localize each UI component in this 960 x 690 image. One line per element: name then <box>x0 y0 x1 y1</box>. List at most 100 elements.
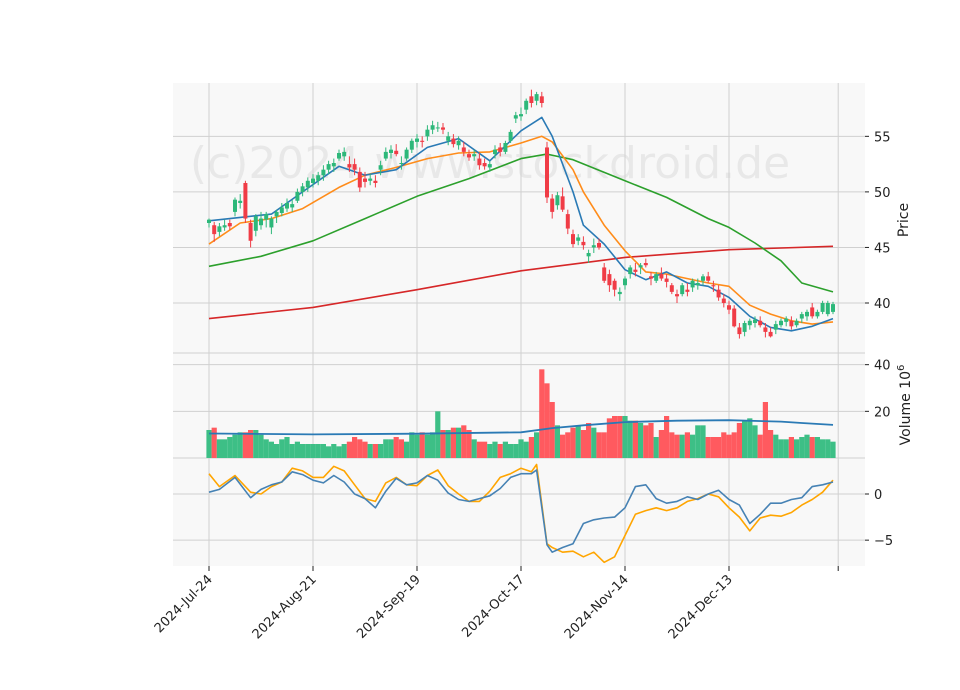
candle-body <box>534 94 539 101</box>
volume-bar <box>211 427 217 458</box>
candle-body <box>363 178 367 182</box>
volume-bar <box>830 441 836 458</box>
volume-bar <box>664 416 670 458</box>
candle <box>243 180 248 223</box>
candle-body <box>633 269 638 272</box>
ma-blue-line <box>208 116 834 332</box>
volume-bar <box>757 434 763 458</box>
candle-body <box>238 200 243 203</box>
candle-body <box>555 195 560 206</box>
candle-body <box>560 196 565 210</box>
candle <box>321 165 326 181</box>
volume-bar <box>612 416 618 458</box>
volume-bar <box>326 446 332 458</box>
volume-bar <box>222 439 228 458</box>
volume-bar <box>638 423 644 458</box>
candle-body <box>383 151 388 159</box>
candle-body <box>222 225 227 228</box>
candle <box>378 160 383 176</box>
candle-body <box>617 291 622 295</box>
candle-body <box>654 274 659 281</box>
candle <box>654 271 659 283</box>
volume-bar <box>799 437 805 458</box>
candle <box>446 131 451 146</box>
candle-body <box>472 154 477 157</box>
candle <box>742 320 747 337</box>
candle <box>394 144 399 157</box>
volume-bar <box>336 446 342 458</box>
volume-bar <box>284 437 290 458</box>
candle <box>311 174 315 188</box>
candle <box>519 107 523 121</box>
volume-bar <box>227 437 233 458</box>
candle-body <box>628 267 633 275</box>
candle <box>357 167 362 192</box>
volume-bar <box>424 434 430 458</box>
volume-bar <box>274 444 280 458</box>
volume-bar <box>643 425 649 458</box>
candle <box>628 265 633 279</box>
candle-body <box>243 183 248 219</box>
candle <box>441 123 445 135</box>
candle-body <box>498 147 503 152</box>
volume-bar <box>716 437 722 458</box>
candle <box>227 219 232 230</box>
candle <box>337 149 341 161</box>
volume-bar <box>216 439 222 458</box>
moving-average-lines <box>208 116 834 332</box>
volume-bar <box>320 444 326 458</box>
candle <box>638 263 643 275</box>
volume-bar <box>398 439 404 458</box>
candle-body <box>441 127 445 130</box>
volume-bar <box>601 432 607 458</box>
volume-bar <box>482 441 488 458</box>
macd-lines <box>208 463 834 564</box>
volume-bar <box>539 369 545 458</box>
candle-body <box>373 180 378 183</box>
candle-body <box>274 211 279 217</box>
volume-bar <box>388 439 394 458</box>
candle <box>368 174 373 186</box>
candle <box>784 316 789 327</box>
candle-body <box>342 151 347 157</box>
candle-body <box>789 320 794 327</box>
candle <box>820 300 825 315</box>
volume-bar <box>352 437 358 458</box>
candle <box>612 278 617 297</box>
candle <box>737 323 742 339</box>
volume-bar <box>560 434 566 458</box>
candle <box>451 134 456 148</box>
candle <box>680 283 685 297</box>
candle <box>649 271 653 286</box>
candle-body <box>565 214 570 229</box>
candle-body <box>675 294 679 297</box>
candle-body <box>415 138 419 142</box>
candle <box>607 269 612 292</box>
volume-bar <box>773 434 779 458</box>
volume-bar <box>237 432 243 458</box>
candle <box>477 153 482 170</box>
candle-body <box>727 305 731 310</box>
candle <box>617 287 622 301</box>
candle <box>727 300 731 315</box>
candle-body <box>404 149 409 159</box>
macd-signal-line <box>208 463 834 564</box>
candle-body <box>207 219 211 223</box>
candle <box>716 285 721 301</box>
candle <box>430 120 435 135</box>
price-gridlines <box>173 135 865 304</box>
volume-bar <box>497 444 503 458</box>
candle <box>352 158 357 176</box>
candle-body <box>784 318 789 322</box>
macd-gridlines <box>173 493 865 541</box>
volume-bar <box>721 432 727 458</box>
candle-body <box>799 314 804 319</box>
candle <box>264 211 269 228</box>
candle <box>805 309 809 321</box>
volume-bar <box>596 432 602 458</box>
volume-bar <box>762 402 768 458</box>
volume-bar <box>315 444 321 458</box>
candle <box>758 316 763 328</box>
volume-bar <box>726 434 732 458</box>
candle <box>217 223 222 237</box>
